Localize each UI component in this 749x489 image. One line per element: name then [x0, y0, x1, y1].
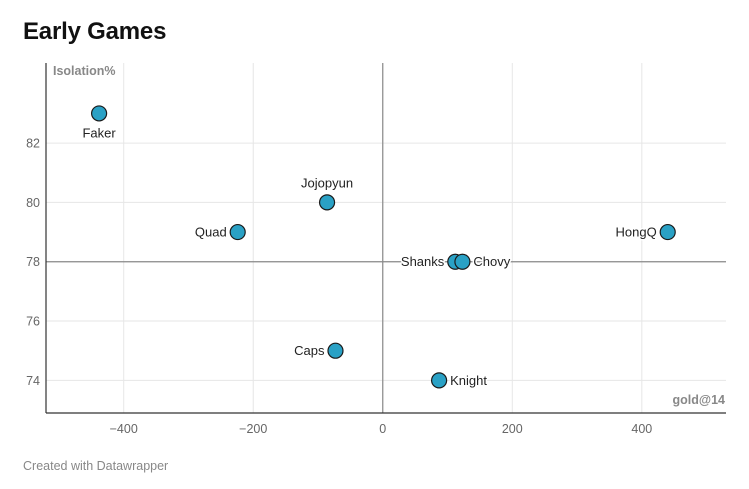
- point-label-shanks: Shanks: [401, 254, 445, 269]
- y-tick-label: 74: [26, 374, 40, 388]
- point-label-knight: Knight: [450, 373, 487, 388]
- x-tick-label: 0: [379, 422, 386, 436]
- data-point-hongq: [659, 223, 676, 241]
- point-label-hongq: HongQ: [616, 225, 657, 240]
- point-label-faker: Faker: [82, 125, 116, 140]
- point-label-quad: Quad: [195, 225, 227, 240]
- y-tick-label: 76: [26, 315, 40, 329]
- x-tick-label: 200: [502, 422, 523, 436]
- x-tick-label: 400: [631, 422, 652, 436]
- x-tick-label: −400: [110, 422, 138, 436]
- y-tick-labels: 74 76 78 80 82: [26, 137, 40, 388]
- data-point-caps: [327, 342, 344, 359]
- data-point-knight: [431, 372, 448, 389]
- x-tick-labels: −400 −200 0 200 400: [110, 422, 653, 436]
- y-tick-label: 80: [26, 196, 40, 210]
- point-label-jojopyun: Jojopyun: [301, 175, 353, 190]
- x-tick-label: −200: [239, 422, 267, 436]
- y-axis-title: Isolation%: [53, 64, 116, 78]
- chart-title: Early Games: [23, 18, 167, 45]
- footer-credit: Created with Datawrapper: [23, 459, 169, 473]
- data-points: [91, 105, 676, 389]
- data-point-faker: [91, 105, 108, 122]
- point-label-chovy: Chovy: [473, 254, 510, 269]
- y-tick-label: 82: [26, 137, 40, 151]
- data-point-quad: [229, 223, 246, 241]
- point-labels: Faker Jojopyun Quad HongQ Shanks Chovy Caps Kni…: [81, 124, 658, 389]
- y-tick-label: 78: [26, 255, 40, 269]
- axes: [45, 63, 726, 414]
- point-label-caps: Caps: [294, 343, 325, 358]
- reference-lines: [46, 63, 726, 413]
- data-point-chovy: [454, 253, 471, 270]
- data-point-jojopyun: [318, 194, 336, 211]
- x-axis-title: gold@14: [673, 393, 726, 407]
